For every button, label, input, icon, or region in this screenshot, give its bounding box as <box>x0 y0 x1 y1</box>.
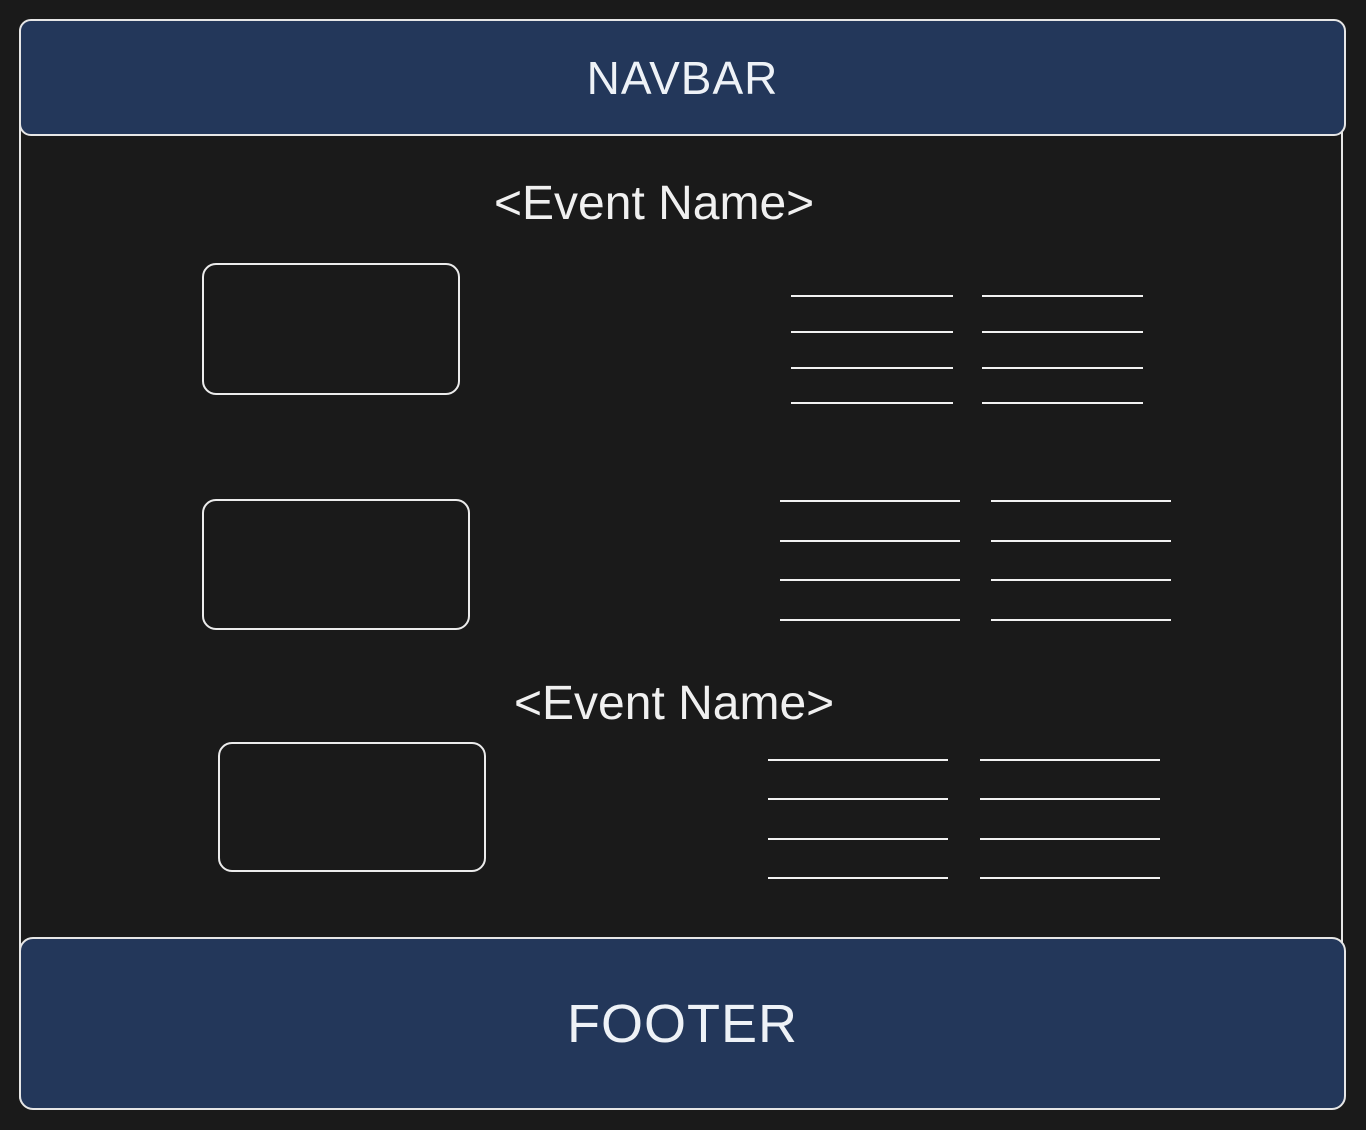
text-line <box>982 331 1143 333</box>
event-image-placeholder <box>218 742 486 872</box>
text-line <box>791 402 953 404</box>
text-line <box>980 798 1160 800</box>
event-title: <Event Name> <box>514 676 834 731</box>
text-line <box>780 579 960 581</box>
text-line <box>980 877 1160 879</box>
text-line <box>991 579 1171 581</box>
text-line <box>982 402 1143 404</box>
text-line <box>791 331 953 333</box>
text-line <box>768 798 948 800</box>
text-line <box>791 295 953 297</box>
text-line <box>780 540 960 542</box>
text-line <box>980 759 1160 761</box>
text-line <box>780 619 960 621</box>
footer: FOOTER <box>19 937 1346 1110</box>
event-image-placeholder <box>202 263 460 395</box>
text-line <box>991 540 1171 542</box>
text-line <box>991 619 1171 621</box>
navbar-label: NAVBAR <box>587 51 779 105</box>
event-title: <Event Name> <box>494 176 814 231</box>
text-line <box>791 367 953 369</box>
text-line <box>980 838 1160 840</box>
navbar: NAVBAR <box>19 19 1346 136</box>
text-line <box>982 295 1143 297</box>
event-image-placeholder <box>202 499 470 630</box>
text-line <box>982 367 1143 369</box>
text-line <box>768 838 948 840</box>
text-line <box>768 877 948 879</box>
footer-label: FOOTER <box>567 993 798 1055</box>
text-line <box>768 759 948 761</box>
text-line <box>991 500 1171 502</box>
text-line <box>780 500 960 502</box>
